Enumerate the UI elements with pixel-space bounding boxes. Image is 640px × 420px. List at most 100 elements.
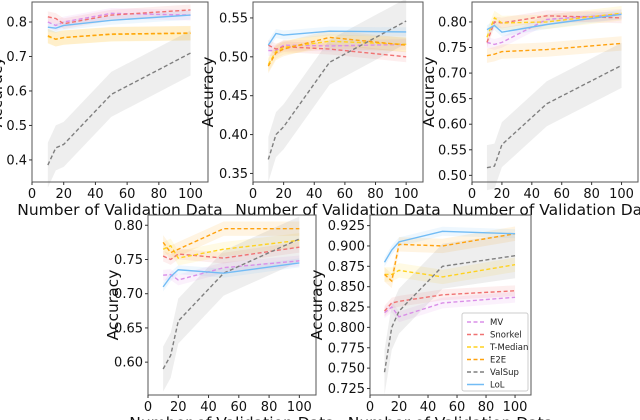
x-axis-label: Number of Validation Data — [348, 414, 554, 420]
x-tick-label: 40 — [87, 187, 104, 202]
x-tick-label: 100 — [503, 400, 528, 415]
y-tick-label: 0.80 — [114, 219, 143, 234]
confidence-band-e2e — [384, 226, 516, 289]
series-line-mv — [384, 296, 516, 318]
y-tick-label: 0.6 — [6, 84, 27, 99]
y-tick-label: 0.80 — [438, 15, 467, 30]
confidence-band-valsup — [486, 42, 622, 191]
series-line-snorkel — [47, 9, 191, 25]
series-line-valsup — [486, 64, 622, 169]
x-tick-label: 0 — [468, 187, 476, 202]
y-axis-label: Accuracy — [199, 57, 217, 128]
legend-box — [461, 312, 529, 392]
legend-label-mv: MV — [490, 318, 503, 328]
y-tick-label: 0.55 — [438, 143, 467, 158]
y-tick-label: 0.7 — [6, 50, 27, 65]
confidence-band-mv — [47, 7, 191, 31]
subplot-5: 0 20 40 60 80 100 0.725 0.750 0.775 0.800 0.825 0.8… — [308, 214, 554, 420]
y-tick-label: 0.60 — [114, 356, 143, 371]
x-axis-label: Number of Validation Data — [17, 201, 223, 219]
series-line-e2e — [267, 36, 407, 67]
axes-frame — [252, 1, 424, 183]
x-tick-label: 60 — [119, 187, 136, 202]
x-tick-label: 0 — [144, 400, 152, 415]
series-line-lol — [486, 13, 622, 33]
y-tick-label: 0.50 — [438, 169, 467, 184]
y-tick-label: 0.75 — [438, 41, 467, 56]
series-line-mv — [163, 260, 300, 281]
x-tick-label: 0 — [366, 400, 374, 415]
x-tick-label: 20 — [170, 400, 187, 415]
x-tick-label: 20 — [275, 187, 292, 202]
legend-label-lol: LoL — [490, 381, 505, 391]
axes-frame — [147, 214, 317, 396]
x-tick-label: 60 — [337, 187, 354, 202]
series-line-valsup — [383, 255, 516, 373]
x-tick-label: 100 — [287, 400, 312, 415]
confidence-band-lol — [268, 26, 407, 50]
y-tick-label: 0.750 — [328, 362, 365, 377]
subplot-4: 0 20 40 60 80 100 0.60 0.65 0.70 0.75 0.80 Number o… — [104, 214, 335, 420]
y-tick-label: 0.65 — [438, 92, 467, 107]
x-axis-label: Number of Validation Data — [129, 414, 335, 420]
series-line-t-median — [267, 40, 407, 65]
series-line-e2e — [384, 233, 516, 283]
axes-frame — [369, 214, 532, 396]
y-tick-label: 0.60 — [438, 118, 467, 133]
series-line-valsup — [162, 238, 300, 370]
x-tick-label: 60 — [231, 400, 248, 415]
series-line-snorkel — [383, 290, 516, 312]
y-axis-label: Accuracy — [104, 270, 122, 341]
y-tick-label: 0.4 — [6, 153, 27, 168]
x-tick-label: 0 — [28, 187, 36, 202]
y-axis-label: Accuracy — [308, 270, 326, 341]
series-line-t-median — [162, 239, 300, 259]
x-tick-label: 40 — [420, 400, 437, 415]
x-tick-label: 100 — [178, 187, 203, 202]
series-line-e2e — [47, 32, 191, 40]
subplot-3: 0 20 40 60 80 100 0.50 0.55 0.60 0.65 0.70 0.75 0.80… — [420, 1, 640, 219]
subplot-2: 0 20 40 60 80 100 0.35 0.40 0.45 0.50 0.55 Number o… — [199, 0, 441, 219]
x-tick-label: 60 — [449, 400, 466, 415]
x-axis-label: Number of Validation Data — [452, 201, 640, 219]
series-line-lol — [383, 230, 516, 263]
y-tick-label: 0.70 — [438, 67, 467, 82]
x-tick-label: 20 — [494, 187, 511, 202]
x-tick-label: 0 — [249, 187, 257, 202]
x-tick-label: 100 — [394, 187, 419, 202]
axes-frame — [31, 1, 209, 183]
confidence-band-valsup — [163, 216, 300, 392]
y-tick-label: 0.875 — [328, 260, 365, 275]
x-tick-label: 60 — [553, 187, 570, 202]
series-line-e2e — [162, 227, 300, 254]
confidence-band-lol — [163, 258, 300, 292]
legend: MV Snorkel T-Median E2E ValSup LoL — [461, 312, 529, 392]
x-tick-label: 80 — [367, 187, 384, 202]
confidence-band-t-median — [384, 257, 516, 285]
y-tick-label: 0.75 — [114, 253, 143, 268]
legend-label-valsup: ValSup — [490, 368, 519, 378]
legend-label-e2e: E2E — [490, 356, 506, 366]
y-tick-label: 0.8 — [6, 16, 27, 31]
confidence-band-e2e — [163, 221, 300, 260]
x-tick-label: 80 — [583, 187, 600, 202]
y-tick-label: 0.45 — [219, 89, 248, 104]
x-tick-label: 40 — [524, 187, 541, 202]
x-tick-label: 100 — [609, 187, 634, 202]
y-axis-label: Accuracy — [0, 57, 6, 128]
x-tick-label: 40 — [200, 400, 217, 415]
confidence-band-valsup — [47, 30, 191, 188]
y-axis-label: Accuracy — [420, 57, 438, 128]
series-line-mv — [486, 13, 622, 46]
series-line-t-median — [384, 263, 516, 278]
confidence-band-t-median — [486, 6, 622, 45]
axes-frame — [471, 1, 639, 183]
y-tick-label: 0.725 — [328, 382, 365, 397]
y-tick-label: 0.775 — [328, 341, 365, 356]
series-line-valsup — [267, 20, 407, 160]
y-tick-label: 0.900 — [328, 239, 365, 254]
series-line-lol — [267, 30, 407, 46]
confidence-band-t-median — [47, 26, 191, 47]
x-tick-label: 20 — [55, 187, 72, 202]
